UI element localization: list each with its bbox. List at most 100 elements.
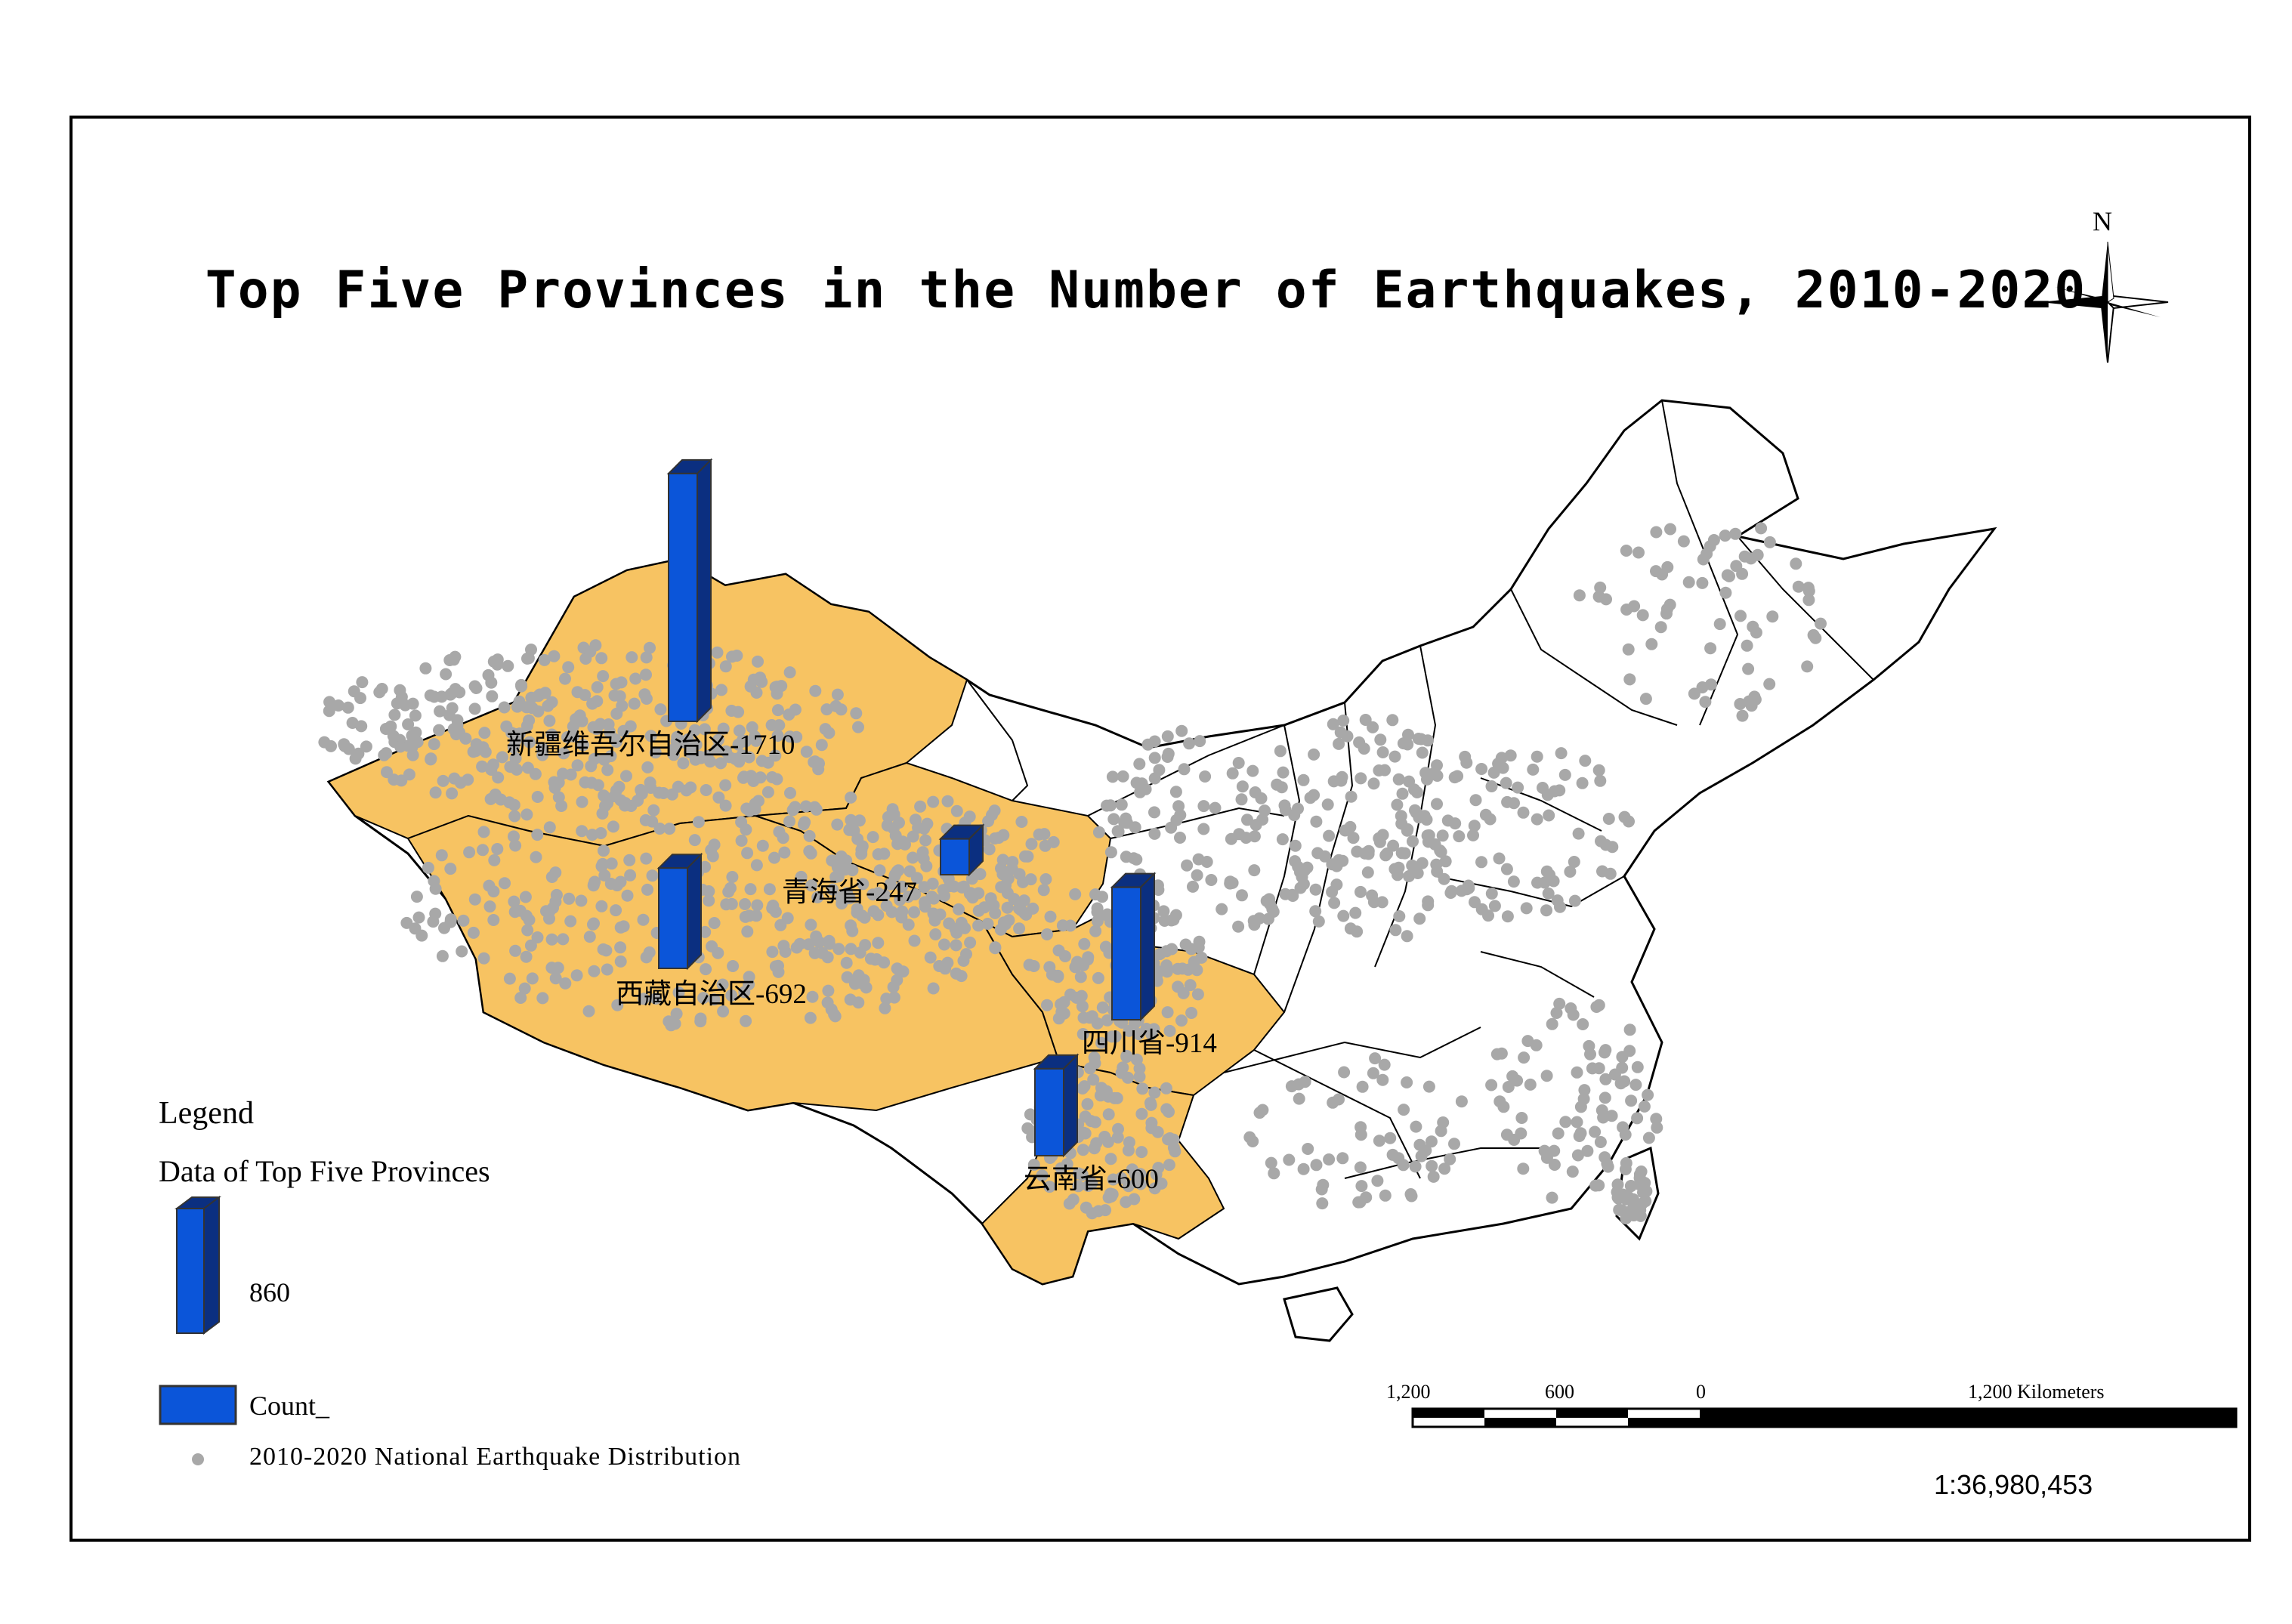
earthquake-point	[1438, 872, 1450, 885]
earthquake-point	[1460, 756, 1473, 769]
earthquake-point	[1537, 782, 1549, 794]
earthquake-point	[1631, 1112, 1644, 1125]
earthquake-point	[524, 939, 537, 952]
earthquake-point	[402, 718, 415, 730]
earthquake-point	[881, 819, 894, 832]
earthquake-point	[766, 946, 779, 959]
earthquake-point	[588, 752, 601, 765]
earthquake-point	[650, 993, 663, 1005]
earthquake-point	[699, 925, 712, 938]
earthquake-point	[750, 859, 763, 872]
earthquake-point	[587, 918, 599, 931]
earthquake-point	[1766, 610, 1779, 623]
earthquake-point	[1355, 885, 1367, 898]
earthquake-point	[1293, 1092, 1305, 1105]
earthquake-point	[1719, 529, 1731, 542]
earthquake-point	[583, 931, 596, 943]
earthquake-point	[531, 791, 544, 803]
earthquake-point	[813, 936, 826, 949]
earthquake-point	[1369, 1052, 1382, 1065]
earthquake-point	[536, 992, 549, 1005]
earthquake-point	[638, 993, 650, 1005]
earthquake-point	[434, 705, 446, 718]
earthquake-point	[1475, 856, 1487, 869]
earthquake-point	[646, 869, 659, 882]
earthquake-point	[1152, 884, 1165, 896]
earthquake-point	[657, 787, 670, 799]
earthquake-point	[938, 938, 950, 951]
earthquake-point	[777, 832, 789, 844]
earthquake-point	[832, 943, 845, 956]
earthquake-point	[1310, 1159, 1323, 1172]
earthquake-point	[907, 830, 919, 843]
earthquake-point	[628, 697, 641, 710]
earthquake-point	[1595, 835, 1607, 848]
earthquake-point	[1279, 804, 1292, 817]
earthquake-point	[1091, 915, 1104, 928]
earthquake-point	[1707, 534, 1720, 546]
earthquake-point	[601, 764, 614, 776]
earthquake-point	[1232, 757, 1245, 769]
earthquake-point	[644, 782, 657, 794]
earthquake-point	[850, 707, 863, 720]
earthquake-point	[1403, 870, 1415, 882]
earthquake-point	[1092, 826, 1105, 838]
earthquake-point	[1602, 813, 1615, 825]
earthquake-point	[1052, 1012, 1065, 1025]
earthquake-point	[1547, 875, 1560, 888]
earthquake-point	[409, 709, 422, 722]
earthquake-point	[469, 745, 482, 758]
earthquake-point	[741, 847, 754, 860]
earthquake-point	[964, 936, 977, 949]
earthquake-point	[907, 851, 919, 864]
earthquake-point	[1064, 988, 1076, 1001]
earthquake-point	[1078, 1080, 1091, 1093]
earthquake-point	[895, 909, 907, 922]
scale-label-1200-right: 1,200 Kilometers	[1968, 1381, 2105, 1403]
earthquake-point	[557, 933, 570, 946]
earthquake-point	[795, 870, 808, 883]
earthquake-point	[1497, 761, 1509, 774]
earthquake-point	[1055, 998, 1067, 1011]
count-bar	[1033, 1053, 1080, 1158]
earthquake-point	[872, 848, 885, 860]
earthquake-point	[531, 931, 544, 943]
earthquake-point	[1253, 912, 1266, 925]
earthquake-point	[1297, 878, 1310, 891]
earthquake-point	[1792, 580, 1805, 593]
earthquake-point	[1345, 790, 1358, 803]
earthquake-point	[1573, 1130, 1586, 1142]
earthquake-point	[950, 926, 963, 939]
earthquake-point	[777, 940, 790, 952]
earthquake-point	[519, 891, 532, 903]
earthquake-point	[624, 720, 637, 733]
legend-count-label: Count_	[249, 1391, 330, 1421]
earthquake-point	[1024, 873, 1037, 886]
earthquake-point	[385, 720, 397, 733]
earthquake-point	[624, 869, 637, 881]
earthquake-point	[597, 943, 610, 956]
earthquake-point	[1638, 1100, 1651, 1113]
earthquake-point	[1517, 806, 1530, 819]
earthquake-point	[1120, 1049, 1133, 1062]
earthquake-point	[1425, 1135, 1438, 1148]
earthquake-point	[1620, 1193, 1633, 1206]
earthquake-point	[1599, 1073, 1612, 1085]
earthquake-point	[1488, 900, 1501, 912]
earthquake-point	[422, 861, 434, 874]
earthquake-point	[1422, 895, 1435, 908]
earthquake-point	[1355, 772, 1367, 785]
earthquake-point	[415, 929, 428, 942]
earthquake-point	[1038, 828, 1051, 841]
earthquake-point	[1076, 1028, 1089, 1040]
north-label: N	[2093, 206, 2112, 236]
earthquake-point	[1599, 1091, 1611, 1104]
earthquake-point	[810, 803, 823, 816]
earthquake-point	[1460, 883, 1473, 896]
earthquake-point	[468, 702, 481, 715]
earthquake-point	[1249, 819, 1262, 832]
earthquake-point	[394, 740, 406, 753]
earthquake-point	[1089, 925, 1102, 937]
earthquake-point	[1122, 1144, 1135, 1156]
earthquake-point	[1192, 853, 1205, 866]
